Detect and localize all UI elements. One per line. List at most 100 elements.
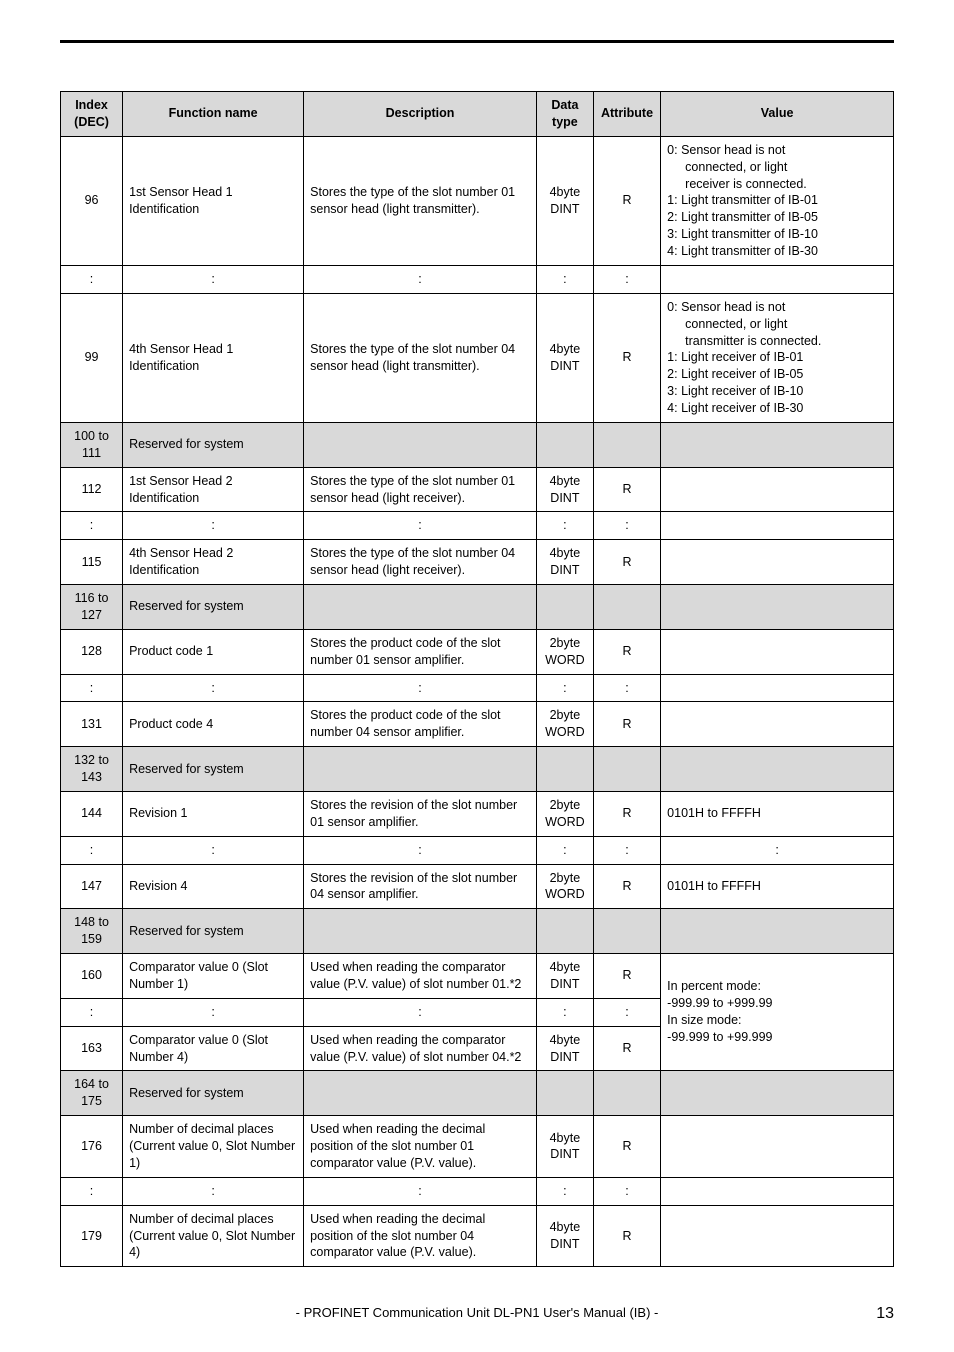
cell-desc: Stores the type of the slot number 04 se… — [304, 540, 537, 585]
cell-fn: Reserved for system — [123, 1071, 304, 1116]
dots: : — [123, 512, 304, 540]
cell-idx: 144 — [61, 791, 123, 836]
table-row-dots: : : : : : — [61, 512, 894, 540]
cell-attr: R — [593, 1116, 660, 1178]
empty — [304, 585, 537, 630]
cell-attr: R — [593, 1205, 660, 1267]
empty — [304, 747, 537, 792]
cell-desc: Stores the revision of the slot number 0… — [304, 864, 537, 909]
empty — [661, 1071, 894, 1116]
hdr-attr: Attribute — [593, 92, 660, 137]
empty — [536, 747, 593, 792]
cell-dtype: 4byte DINT — [536, 1205, 593, 1267]
cell-idx: 131 — [61, 702, 123, 747]
dots: : — [593, 674, 660, 702]
cell-val: 0: Sensor head is not connected, or ligh… — [661, 293, 894, 422]
cell-dtype: 2byte WORD — [536, 791, 593, 836]
empty — [304, 1071, 537, 1116]
dots: : — [536, 265, 593, 293]
cell-val: 0101H to FFFFH — [661, 791, 894, 836]
cell-attr: R — [593, 136, 660, 265]
cell-desc: Stores the product code of the slot numb… — [304, 629, 537, 674]
cell-idx: 116 to 127 — [61, 585, 123, 630]
empty — [304, 909, 537, 954]
dots: : — [304, 265, 537, 293]
dots: : — [61, 998, 123, 1026]
cell-dtype: 4byte DINT — [536, 293, 593, 422]
empty — [661, 540, 894, 585]
cell-idx: 132 to 143 — [61, 747, 123, 792]
dots: : — [304, 1177, 537, 1205]
table-row: 147 Revision 4 Stores the revision of th… — [61, 864, 894, 909]
dots: : — [661, 836, 894, 864]
dots: : — [61, 836, 123, 864]
table-row-reserved: 164 to 175 Reserved for system — [61, 1071, 894, 1116]
val-line: connected, or light — [667, 159, 887, 176]
dots: : — [304, 512, 537, 540]
dots: : — [123, 265, 304, 293]
cell-idx: 112 — [61, 467, 123, 512]
cell-fn: Product code 1 — [123, 629, 304, 674]
page-number: 13 — [876, 1305, 894, 1323]
table-row-reserved: 100 to 111 Reserved for system — [61, 422, 894, 467]
empty — [661, 512, 894, 540]
cell-fn: 1st Sensor Head 1 Identification — [123, 136, 304, 265]
empty — [536, 1071, 593, 1116]
cell-fn: Reserved for system — [123, 909, 304, 954]
dots: : — [123, 998, 304, 1026]
cell-fn: Reserved for system — [123, 747, 304, 792]
cell-fn: Product code 4 — [123, 702, 304, 747]
cell-attr: R — [593, 954, 660, 999]
empty — [661, 422, 894, 467]
dots: : — [61, 1177, 123, 1205]
cell-fn: 4th Sensor Head 2 Identification — [123, 540, 304, 585]
cell-desc: Stores the product code of the slot numb… — [304, 702, 537, 747]
cell-fn: 4th Sensor Head 1 Identification — [123, 293, 304, 422]
hdr-fn: Function name — [123, 92, 304, 137]
val-line: 4: Light receiver of IB-30 — [667, 401, 803, 415]
val-line: 2: Light receiver of IB-05 — [667, 367, 803, 381]
cell-val: 0101H to FFFFH — [661, 864, 894, 909]
table-row-dots: : : : : : — [61, 1177, 894, 1205]
cell-idx: 179 — [61, 1205, 123, 1267]
cell-idx: 147 — [61, 864, 123, 909]
table-row: 112 1st Sensor Head 2 Identification Sto… — [61, 467, 894, 512]
cell-idx: 160 — [61, 954, 123, 999]
table-row: 96 1st Sensor Head 1 Identification Stor… — [61, 136, 894, 265]
val-line: 3: Light receiver of IB-10 — [667, 384, 803, 398]
empty — [593, 1071, 660, 1116]
dots: : — [593, 512, 660, 540]
val-line: transmitter is connected. — [667, 333, 887, 350]
cell-dtype: 4byte DINT — [536, 1026, 593, 1071]
empty — [593, 585, 660, 630]
val-line: connected, or light — [667, 316, 887, 333]
val-line: 3: Light transmitter of IB-10 — [667, 227, 818, 241]
table-row: 99 4th Sensor Head 1 Identification Stor… — [61, 293, 894, 422]
table-row: 160 Comparator value 0 (Slot Number 1) U… — [61, 954, 894, 999]
cell-attr: R — [593, 467, 660, 512]
table-row-reserved: 132 to 143 Reserved for system — [61, 747, 894, 792]
cell-attr: R — [593, 293, 660, 422]
dots: : — [536, 512, 593, 540]
hdr-desc: Description — [304, 92, 537, 137]
cell-val: 0: Sensor head is not connected, or ligh… — [661, 136, 894, 265]
cell-desc: Used when reading the decimal position o… — [304, 1205, 537, 1267]
dots: : — [536, 836, 593, 864]
cell-attr: R — [593, 540, 660, 585]
hdr-dtype: Data type — [536, 92, 593, 137]
cell-attr: R — [593, 702, 660, 747]
dots: : — [593, 1177, 660, 1205]
cell-desc: Used when reading the comparator value (… — [304, 1026, 537, 1071]
table-row-reserved: 116 to 127 Reserved for system — [61, 585, 894, 630]
cell-attr: R — [593, 864, 660, 909]
cell-idx: 163 — [61, 1026, 123, 1071]
dots: : — [304, 836, 537, 864]
cell-fn: Number of decimal places (Current value … — [123, 1205, 304, 1267]
hdr-index: Index (DEC) — [61, 92, 123, 137]
dots: : — [123, 1177, 304, 1205]
table-row: 179 Number of decimal places (Current va… — [61, 1205, 894, 1267]
cell-idx: 96 — [61, 136, 123, 265]
cell-fn: Number of decimal places (Current value … — [123, 1116, 304, 1178]
cell-desc: Stores the revision of the slot number 0… — [304, 791, 537, 836]
dots: : — [593, 998, 660, 1026]
